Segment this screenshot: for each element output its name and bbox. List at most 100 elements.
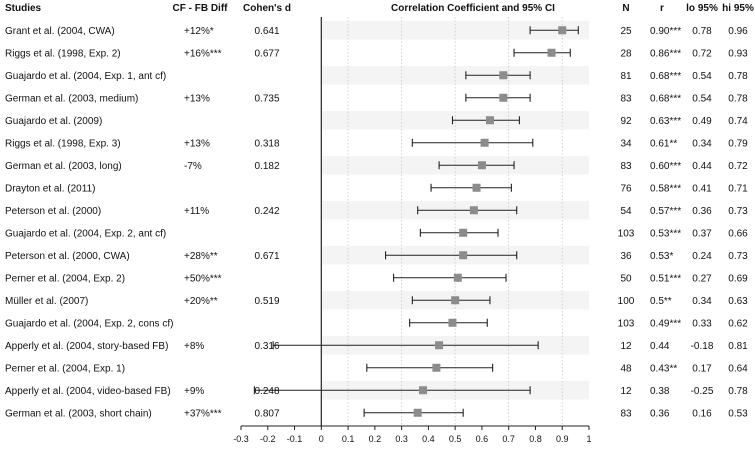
table-row: Riggs et al. (1998, Exp. 2) +16%*** 0.677 2… [5,48,748,59]
study-mark [451,116,520,125]
point-estimate [451,296,460,305]
n-value: 48 [620,363,632,374]
study-mark [513,48,571,57]
hi95-value: 0.66 [728,228,748,239]
lo95-value: 0.41 [692,183,712,194]
hi95-value: 0.69 [728,273,748,284]
table-row: Riggs et al. (1998, Exp. 3) +13% 0.318 34 0.… [5,138,748,149]
point-estimate [453,273,462,282]
lo95-value: 0.37 [692,228,712,239]
lo95-value: 0.16 [692,408,712,419]
cohens-d-value: 0.182 [254,161,279,172]
lo95-value: -0.18 [691,341,714,352]
study-name: Müller et al. (2007) [5,296,88,307]
hi95-value: 0.63 [728,296,748,307]
hi95-value: 0.62 [728,318,748,329]
n-value: 12 [620,386,632,397]
r-value: 0.38 [650,386,670,397]
hi95-value: 0.74 [728,116,748,127]
study-name: German et al. (2003, short chain) [5,408,152,419]
table-row: Guajardo et al. (2004, Exp. 2, ant cf) 10… [5,228,748,239]
point-estimate [435,341,444,350]
cohens-d-value: 0.242 [254,206,279,217]
cohens-d-value: 0.316 [254,341,279,352]
study-mark [438,161,515,170]
cf-fb-diff: -7% [184,161,202,172]
point-estimate [472,183,481,192]
lo95-value: 0.54 [692,93,712,104]
r-value: 0.60*** [650,161,681,172]
hi95-value: 0.64 [728,363,748,374]
cf-fb-diff: +16%*** [184,48,222,59]
lo95-value: 0.72 [692,48,712,59]
x-tick-label: 0.3 [395,434,408,444]
hi95-value: 0.79 [728,138,748,149]
n-value: 76 [620,183,632,194]
study-mark [529,26,579,35]
hi95-value: 0.73 [728,206,748,217]
study-name: Guajardo et al. (2004, Exp. 1, ant cf) [5,71,166,82]
study-mark [366,363,494,372]
study-mark [411,138,534,147]
point-estimate [485,116,494,125]
x-tick-label: 0 [319,434,324,444]
lo95-value: 0.34 [692,138,712,149]
study-mark [430,183,512,192]
r-value: 0.44 [650,341,670,352]
hi95-value: 0.73 [728,251,748,262]
n-value: 83 [620,93,632,104]
cf-fb-diff: +28%** [184,251,218,262]
lo95-value: 0.17 [692,363,712,374]
lo95-value: 0.78 [692,26,712,37]
n-value: 83 [620,161,632,172]
x-tick-label: 0.6 [476,434,489,444]
study-mark [385,251,518,260]
study-mark [363,408,464,417]
point-estimate [499,71,508,80]
n-value: 83 [620,408,632,419]
cohens-d-value: 0.735 [254,93,279,104]
gridlines [347,17,563,426]
n-value: 92 [620,116,632,127]
table-row: German et al. (2003, medium) +13% 0.735 83 0… [5,93,748,104]
study-table: Grant et al. (2004, CWA) +12%* 0.641 25 0.90… [5,26,748,420]
table-row: Apperly et al. (2004, video-based FB) +9%… [5,386,748,397]
lo95-value: 0.44 [692,161,712,172]
study-name: Guajardo et al. (2004, Exp. 2, ant cf) [5,228,166,239]
point-estimate [558,26,567,35]
study-mark [465,71,531,80]
study-name: Riggs et al. (1998, Exp. 2) [5,48,121,59]
header-n: N [622,3,629,14]
r-value: 0.53* [650,251,673,262]
r-value: 0.63*** [650,116,681,127]
x-tick-label: 0.5 [449,434,462,444]
x-tick-label: -0.1 [287,434,303,444]
x-tick-label: 0.7 [502,434,515,444]
cf-fb-diff: +12%* [184,26,214,37]
r-value: 0.58*** [650,183,681,194]
point-estimate [459,251,468,260]
n-value: 54 [620,206,632,217]
ci-marks [253,26,579,417]
study-name: Apperly et al. (2004, video-based FB) [5,386,171,397]
study-mark [409,318,488,327]
table-row: Guajardo et al. (2004, Exp. 2, cons cf) 1… [5,318,748,329]
row-shade [322,66,589,85]
r-value: 0.61** [650,138,677,149]
study-name: German et al. (2003, long) [5,161,122,172]
r-value: 0.5** [650,296,672,307]
table-row: Peterson et al. (2000) +11% 0.242 54 0.57***… [5,206,748,217]
cf-fb-diff: +9% [184,386,204,397]
table-row: Grant et al. (2004, CWA) +12%* 0.641 25 0.90… [5,26,748,37]
study-name: Apperly et al. (2004, story-based FB) [5,341,168,352]
x-tick-label: 0.1 [342,434,355,444]
study-mark [272,341,539,350]
hi95-value: 0.81 [728,341,748,352]
x-tick-label: 1 [586,434,591,444]
study-mark [465,93,531,102]
header-diff: CF - FB Diff [173,3,229,14]
lo95-value: -0.25 [691,386,714,397]
table-row: German et al. (2003, short chain) +37%***… [5,408,748,419]
study-name: Guajardo et al. (2004, Exp. 2, cons cf) [5,318,173,329]
study-name: Peterson et al. (2000, CWA) [5,251,130,262]
